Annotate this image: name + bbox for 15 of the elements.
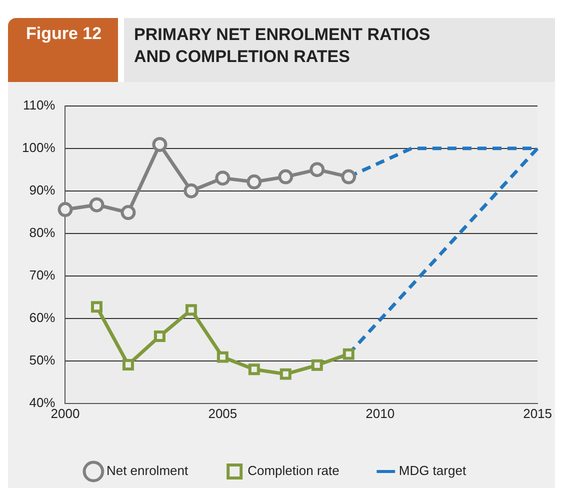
chart-subtitle: Figure 12 [8,18,118,82]
y-tick-label: 60% [29,310,56,325]
chart-title: PRIMARY NET ENROLMENT RATIOS AND COMPLETION RATES [124,18,555,82]
legend-label: Net enrolment [106,463,188,478]
y-tick-label: 70% [29,267,56,282]
y-tick-label: 90% [29,182,56,198]
y-tick-label: 80% [29,224,56,240]
y-tick-label: 100% [22,140,56,155]
x-tick-label: 2005 [208,406,238,421]
x-tick-label: 2010 [366,406,395,421]
legend-label: MDG target [398,463,466,478]
y-tick-label: 50% [29,352,56,368]
legend-label: Completion rate [248,463,340,478]
y-tick-label: 110% [22,97,56,112]
x-tick-label: 2015 [523,406,552,421]
